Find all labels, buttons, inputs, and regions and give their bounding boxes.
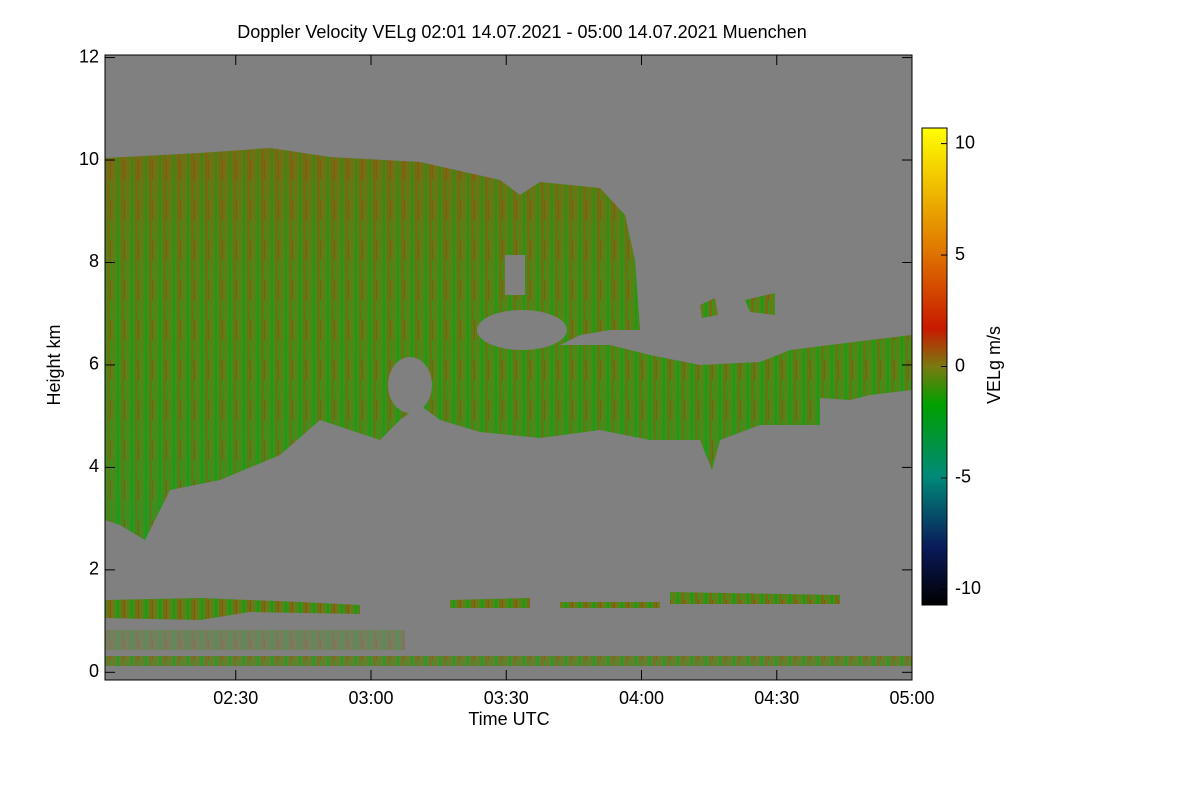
y-tick-label: 10 — [79, 149, 99, 169]
low-layer — [105, 598, 360, 620]
chart-title: Doppler Velocity VELg 02:01 14.07.2021 -… — [237, 22, 806, 42]
y-axis-label: Height km — [44, 324, 64, 405]
colorbar-label: VELg m/s — [984, 326, 1004, 404]
surface-noise — [105, 630, 405, 650]
y-tick-label: 4 — [89, 456, 99, 476]
colorbar-tick-label: 5 — [955, 244, 965, 264]
colorbar-tick-label: 10 — [955, 132, 975, 152]
x-tick-label: 04:00 — [619, 688, 664, 708]
gap — [505, 255, 525, 295]
y-tick-label: 2 — [89, 559, 99, 579]
gap — [477, 310, 567, 350]
x-axis-label: Time UTC — [468, 709, 549, 729]
x-tick-label: 05:00 — [889, 688, 934, 708]
field — [105, 55, 912, 680]
y-tick-label: 12 — [79, 46, 99, 66]
colorbar-tick-label: -5 — [955, 467, 971, 487]
x-tick-label: 02:30 — [213, 688, 258, 708]
y-tick-label: 0 — [89, 661, 99, 681]
low-layer — [450, 592, 840, 608]
y-tick-label: 8 — [89, 251, 99, 271]
x-tick-label: 04:30 — [754, 688, 799, 708]
colorbar-tick-label: -10 — [955, 578, 981, 598]
plot-frame — [104, 54, 913, 681]
x-tick-label: 03:00 — [348, 688, 393, 708]
surface-layer — [105, 656, 912, 666]
x-tick-label: 03:30 — [484, 688, 529, 708]
y-tick-label: 6 — [89, 354, 99, 374]
cloud-patch — [700, 293, 775, 318]
colorbar-tick-label: 0 — [955, 355, 965, 375]
gap — [388, 357, 432, 413]
